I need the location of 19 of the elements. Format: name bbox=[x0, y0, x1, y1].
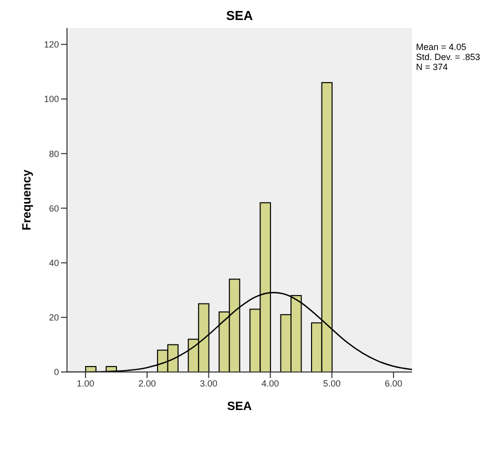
y-tick-label: 100 bbox=[44, 94, 59, 104]
chart-title: SEA bbox=[225, 8, 254, 23]
y-tick-label: 40 bbox=[48, 258, 59, 268]
y-tick-label: 60 bbox=[48, 203, 59, 214]
x-tick-label: 6.00 bbox=[384, 378, 402, 388]
y-tick-label: 20 bbox=[48, 312, 59, 323]
x-tick-label: 3.00 bbox=[200, 378, 218, 388]
text: N = 374 bbox=[416, 62, 449, 72]
text: Mean = 4.05 bbox=[416, 42, 468, 52]
x-tick-label: 4.00 bbox=[262, 378, 280, 388]
y-tick-label: 0 bbox=[54, 367, 59, 378]
x-axis-title: SEA bbox=[227, 399, 252, 413]
y-axis-title: Frequency bbox=[19, 169, 34, 230]
y-tick-label: 80 bbox=[48, 148, 59, 159]
x-tick-label: 2.00 bbox=[138, 378, 156, 388]
x-tick-label: 5.00 bbox=[323, 378, 341, 388]
y-tick-label: 120 bbox=[44, 40, 59, 50]
text: Std. Dev. = .853 bbox=[416, 52, 480, 62]
x-tick-label: 1.00 bbox=[76, 378, 94, 388]
